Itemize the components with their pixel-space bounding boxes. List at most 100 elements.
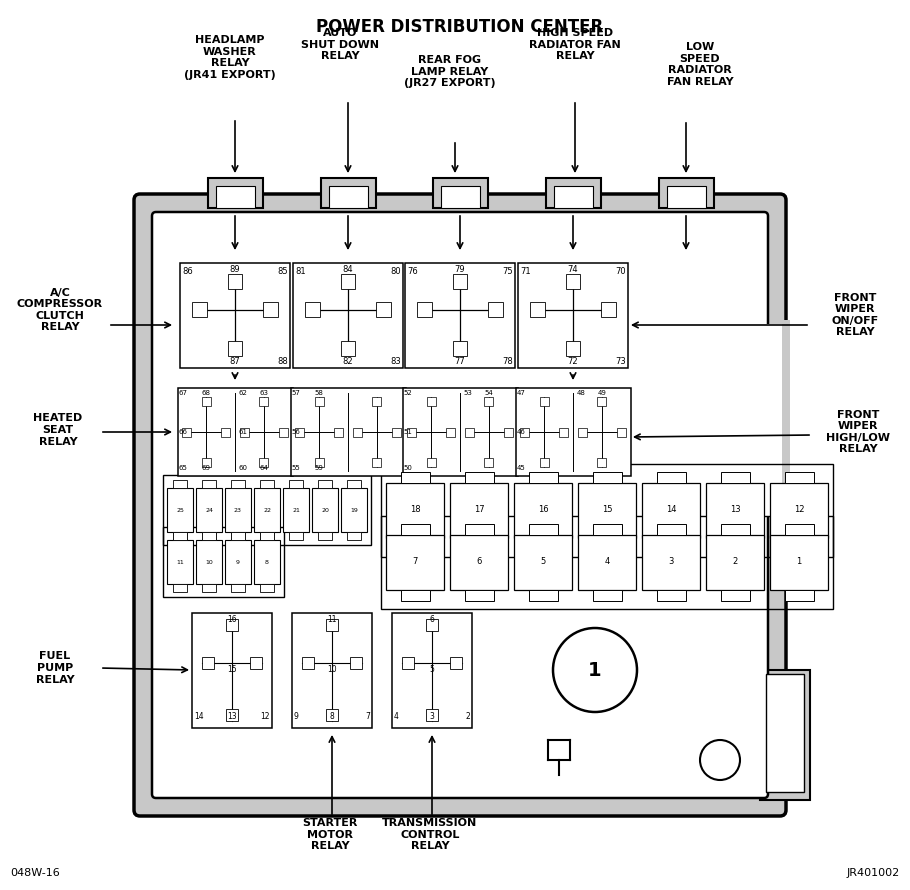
- Bar: [329, 186, 368, 208]
- Text: 5: 5: [541, 557, 546, 567]
- Bar: [514, 482, 572, 538]
- Text: 4: 4: [604, 557, 610, 567]
- Bar: [386, 535, 444, 589]
- Text: 89: 89: [229, 264, 240, 273]
- Bar: [667, 186, 706, 208]
- Bar: [540, 458, 549, 467]
- Bar: [597, 458, 606, 467]
- Bar: [315, 458, 324, 467]
- Bar: [283, 488, 309, 532]
- Bar: [295, 427, 304, 436]
- Bar: [376, 303, 390, 317]
- Bar: [239, 427, 248, 436]
- Bar: [400, 523, 430, 535]
- Bar: [340, 274, 355, 288]
- Text: 11: 11: [177, 560, 184, 564]
- Bar: [180, 263, 290, 368]
- Bar: [326, 708, 338, 721]
- Text: 19: 19: [350, 507, 358, 513]
- Bar: [202, 584, 217, 592]
- Bar: [392, 427, 400, 436]
- Bar: [400, 589, 430, 601]
- Bar: [400, 472, 430, 482]
- Bar: [302, 657, 314, 669]
- Bar: [540, 397, 549, 406]
- Bar: [566, 274, 581, 288]
- Text: 24: 24: [205, 507, 213, 513]
- Bar: [642, 482, 700, 538]
- Bar: [372, 458, 381, 467]
- Bar: [228, 341, 242, 356]
- Text: 54: 54: [484, 390, 493, 396]
- Text: 25: 25: [176, 507, 184, 513]
- Text: TRANSMISSION
CONTROL
RELAY: TRANSMISSION CONTROL RELAY: [382, 818, 478, 851]
- Text: 73: 73: [615, 357, 626, 366]
- Text: 82: 82: [343, 357, 353, 366]
- Text: 62: 62: [238, 390, 248, 396]
- Bar: [260, 480, 274, 488]
- Text: 66: 66: [178, 429, 187, 435]
- Text: 81: 81: [295, 266, 306, 276]
- Text: 13: 13: [228, 712, 237, 721]
- Bar: [405, 263, 515, 368]
- Bar: [515, 388, 631, 476]
- Text: 74: 74: [568, 264, 579, 273]
- Bar: [260, 532, 274, 540]
- Bar: [578, 427, 587, 436]
- Text: 63: 63: [259, 390, 268, 396]
- Bar: [278, 427, 288, 436]
- Bar: [192, 612, 272, 727]
- Text: 8: 8: [329, 712, 334, 721]
- Bar: [231, 532, 245, 540]
- Bar: [418, 303, 432, 317]
- Bar: [529, 472, 558, 482]
- Text: 1: 1: [796, 557, 802, 567]
- Text: LOW
SPEED
RADIATOR
FAN RELAY: LOW SPEED RADIATOR FAN RELAY: [667, 42, 733, 87]
- Bar: [784, 538, 814, 548]
- Text: 46: 46: [517, 429, 526, 435]
- Text: 79: 79: [455, 264, 465, 273]
- Bar: [770, 482, 828, 538]
- Bar: [202, 397, 211, 406]
- Text: 55: 55: [291, 465, 300, 471]
- Bar: [318, 480, 332, 488]
- Bar: [226, 708, 238, 721]
- Text: 83: 83: [390, 357, 401, 366]
- Bar: [592, 589, 622, 601]
- Bar: [182, 427, 191, 436]
- Bar: [518, 263, 628, 368]
- Text: A/C
COMPRESSOR
CLUTCH
RELAY: A/C COMPRESSOR CLUTCH RELAY: [17, 287, 103, 332]
- Bar: [402, 657, 414, 669]
- Text: 53: 53: [463, 390, 472, 396]
- Bar: [259, 458, 268, 467]
- Bar: [231, 532, 245, 540]
- Bar: [254, 540, 280, 584]
- Bar: [521, 427, 530, 436]
- Text: 17: 17: [474, 506, 484, 514]
- Text: 15: 15: [602, 506, 612, 514]
- Text: 57: 57: [291, 390, 300, 396]
- Text: 3: 3: [668, 557, 673, 567]
- Text: 15: 15: [228, 666, 237, 675]
- Bar: [578, 535, 636, 589]
- Bar: [288, 532, 303, 540]
- Bar: [721, 589, 750, 601]
- Bar: [706, 482, 764, 538]
- Bar: [202, 458, 211, 467]
- Bar: [656, 538, 685, 548]
- Text: 22: 22: [263, 507, 271, 513]
- Bar: [464, 538, 493, 548]
- Text: 3: 3: [430, 712, 434, 721]
- Bar: [202, 532, 217, 540]
- Text: 87: 87: [229, 357, 240, 366]
- Bar: [225, 540, 251, 584]
- Bar: [347, 480, 361, 488]
- Bar: [546, 178, 601, 208]
- Bar: [326, 619, 338, 631]
- Bar: [315, 397, 324, 406]
- Text: HEATED
SEAT
RELAY: HEATED SEAT RELAY: [34, 413, 83, 447]
- Bar: [400, 538, 430, 548]
- Bar: [292, 612, 372, 727]
- Bar: [350, 657, 362, 669]
- Bar: [514, 535, 572, 589]
